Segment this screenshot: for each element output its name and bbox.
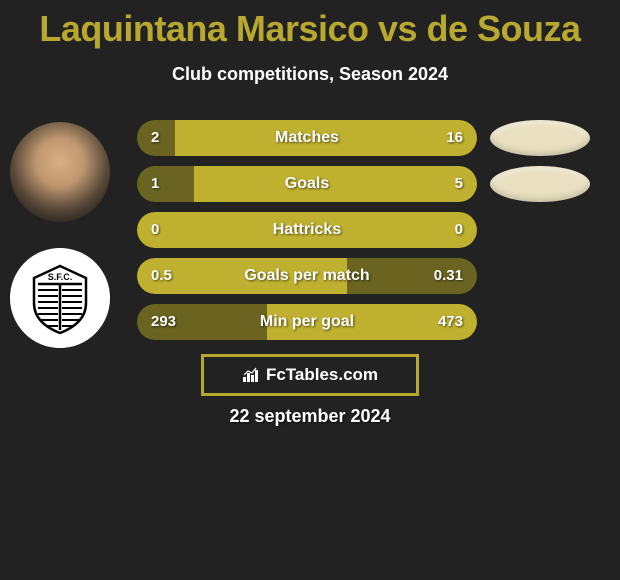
pie-column <box>490 120 610 350</box>
pie-slot <box>490 212 610 258</box>
stat-bar: 00Hattricks <box>137 212 477 248</box>
pie-slot <box>490 166 610 212</box>
player-avatar <box>10 122 110 222</box>
date-label: 22 september 2024 <box>0 406 620 427</box>
bar-label: Matches <box>137 120 477 156</box>
subtitle: Club competitions, Season 2024 <box>0 64 620 85</box>
pie-ellipse <box>490 166 590 202</box>
bar-label: Goals per match <box>137 258 477 294</box>
brand-box: FcTables.com <box>201 354 419 396</box>
pie-slot <box>490 304 610 350</box>
pie-ellipse <box>490 120 590 156</box>
bar-label: Min per goal <box>137 304 477 340</box>
pie-slot <box>490 120 610 166</box>
page-title: Laquintana Marsico vs de Souza <box>0 0 620 50</box>
pie-slot <box>490 258 610 304</box>
svg-text:S.F.C.: S.F.C. <box>48 272 73 282</box>
stat-bar: 293473Min per goal <box>137 304 477 340</box>
brand-chart-icon <box>242 367 262 383</box>
avatars-column: S.F.C. <box>10 122 120 374</box>
club-crest: S.F.C. <box>10 248 110 348</box>
stat-bar: 15Goals <box>137 166 477 202</box>
bar-label: Goals <box>137 166 477 202</box>
stat-bars: 216Matches 15Goals 00Hattricks 0.50.31Goals… <box>137 120 477 350</box>
stat-bar: 0.50.31Goals per match <box>137 258 477 294</box>
brand-text: FcTables.com <box>266 365 378 385</box>
santos-crest-icon: S.F.C. <box>10 248 110 348</box>
stat-bar: 216Matches <box>137 120 477 156</box>
bar-label: Hattricks <box>137 212 477 248</box>
